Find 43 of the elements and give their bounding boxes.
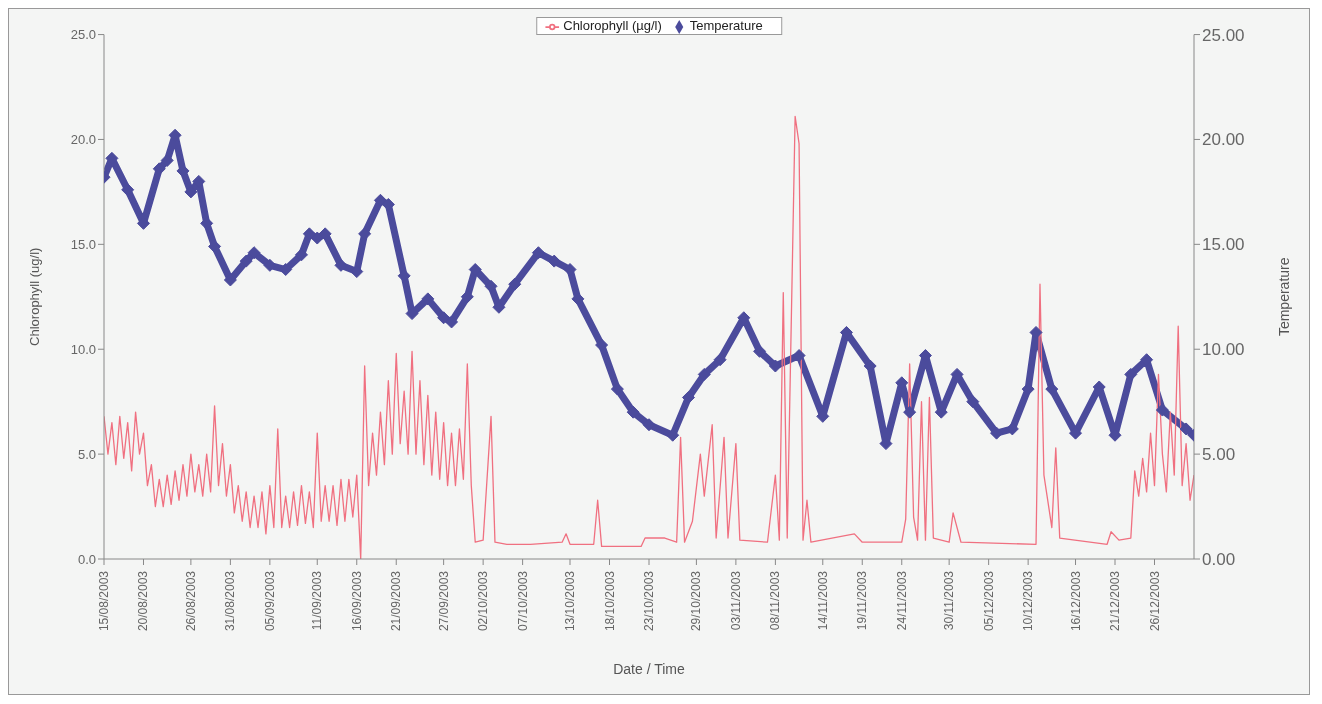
x-tick-label: 16/09/2003 [349,570,364,632]
x-tick-label: 07/10/2003 [515,570,530,632]
x-tick-label: 16/12/2003 [1068,570,1083,632]
x-tick-label: 23/10/2003 [642,570,656,632]
x-tick-label: 27/09/2003 [436,570,451,632]
x-tick-label: 26/12/2003 [1147,570,1162,632]
y2-tick-label: 15.00 [1202,235,1245,255]
x-tick-label: 24/11/2003 [894,570,909,631]
x-tick-label: 11/09/2003 [310,570,325,631]
x-tick-label: 15/08/2003 [97,570,111,632]
x-tick-label: 08/11/2003 [768,570,783,631]
x-tick-label: 30/11/2003 [942,570,957,631]
y-tick-label: 25.0 [70,27,96,43]
y2-tick-label: 5.00 [1202,445,1236,465]
x-tick-label: 03/11/2003 [728,570,743,631]
x-tick-label: 18/10/2003 [602,570,617,632]
x-tick-label: 05/12/2003 [981,570,996,632]
x-tick-label: 21/09/2003 [389,570,404,632]
y2-axis-title: Temperature [1275,257,1292,337]
x-tick-label: 13/10/2003 [563,570,578,632]
y2-tick-label: 25.00 [1202,25,1245,45]
y-tick-label: 5.0 [77,446,96,462]
legend-label: Temperature [689,18,763,33]
x-tick-label: 19/11/2003 [855,570,870,631]
y-tick-label: 0.0 [77,551,96,567]
y-tick-label: 20.0 [70,132,96,148]
x-tick-label: 10/12/2003 [1021,570,1036,632]
legend-label: Chlorophyll (µg/l) [563,18,662,33]
y-tick-label: 15.0 [70,236,96,252]
x-tick-label: 26/08/2003 [183,570,198,632]
x-tick-label: 02/10/2003 [476,570,491,632]
x-tick-label: 05/09/2003 [262,570,277,632]
y2-tick-label: 10.00 [1202,340,1245,360]
y-axis-title: Chlorophyll (ug/l) [26,247,42,346]
y2-tick-label: 20.00 [1202,130,1245,150]
x-tick-label: 31/08/2003 [223,570,238,632]
x-tick-label: 29/10/2003 [689,570,704,632]
x-axis-title: Date / Time [613,661,685,677]
x-tick-label: 14/11/2003 [815,570,830,631]
x-tick-label: 21/12/2003 [1108,570,1123,632]
y2-tick-label: 0.00 [1202,550,1236,570]
y-tick-label: 10.0 [70,341,96,357]
x-tick-label: 20/08/2003 [136,570,151,632]
